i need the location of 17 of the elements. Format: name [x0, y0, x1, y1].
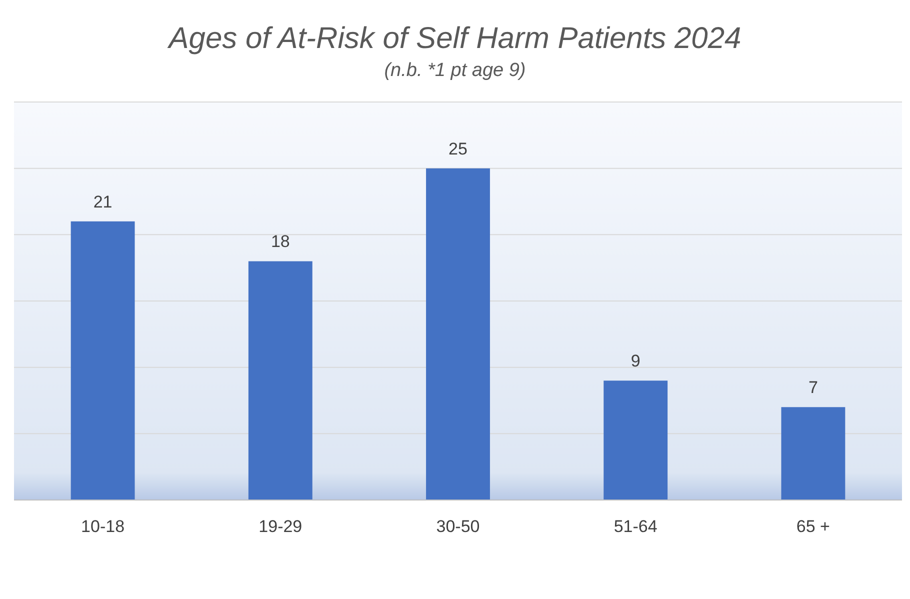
data-label: 21: [93, 192, 112, 212]
data-label: 25: [448, 139, 468, 158]
x-tick-label: 30-50: [436, 517, 480, 536]
data-label: 7: [808, 378, 818, 398]
bar: [70, 221, 135, 500]
x-tick-label: 51-64: [614, 517, 658, 536]
bar: [426, 168, 490, 500]
bar: [248, 261, 312, 500]
x-tick-label: 10-18: [81, 517, 125, 536]
bar: [781, 407, 846, 500]
data-label: 9: [630, 352, 640, 371]
x-tick-label: 65 +: [796, 517, 830, 536]
bar: [604, 380, 668, 500]
x-tick-label: 19-29: [258, 517, 302, 536]
chart-subtitle: (n.b. *1 pt age 9): [383, 60, 527, 82]
chart-title: Ages of At-Risk of Self Harm Patients 2024: [166, 21, 742, 56]
data-label: 18: [270, 232, 290, 252]
